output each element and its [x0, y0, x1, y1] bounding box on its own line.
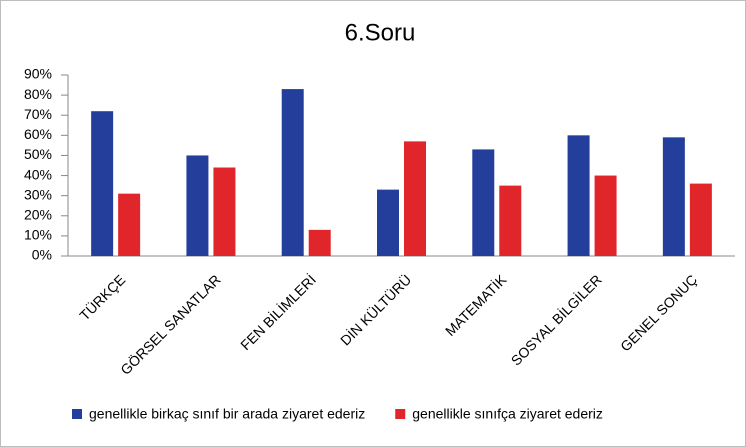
legend-label: genellikle birkaç sınıf bir arada ziyare… [89, 406, 365, 422]
legend-swatch [395, 409, 406, 419]
y-tick-label: 10% [24, 227, 52, 243]
bar [472, 149, 495, 256]
bar [91, 111, 114, 256]
bar [662, 137, 685, 256]
legend-label: genellikle sınıfça ziyaret ederiz [412, 406, 603, 422]
y-tick-label: 70% [24, 106, 52, 122]
bar [281, 89, 304, 256]
bar [308, 229, 331, 256]
chart-title: 6.Soru [345, 19, 416, 46]
y-tick-label: 30% [24, 186, 52, 202]
y-tick-label: 80% [24, 86, 52, 102]
bar [499, 185, 522, 256]
bar [689, 183, 712, 256]
bar [377, 189, 399, 256]
bar [567, 135, 590, 256]
y-tick-label: 90% [24, 66, 52, 82]
bar [186, 155, 209, 256]
bar [118, 193, 141, 256]
y-tick-label: 20% [24, 206, 52, 222]
y-tick-label: 40% [24, 166, 52, 182]
y-tick-label: 0% [32, 247, 52, 263]
legend-swatch [72, 409, 82, 419]
y-tick-label: 60% [24, 126, 52, 142]
bar [213, 167, 236, 256]
bar [594, 175, 617, 256]
bar [404, 141, 426, 256]
y-tick-label: 50% [24, 146, 52, 162]
